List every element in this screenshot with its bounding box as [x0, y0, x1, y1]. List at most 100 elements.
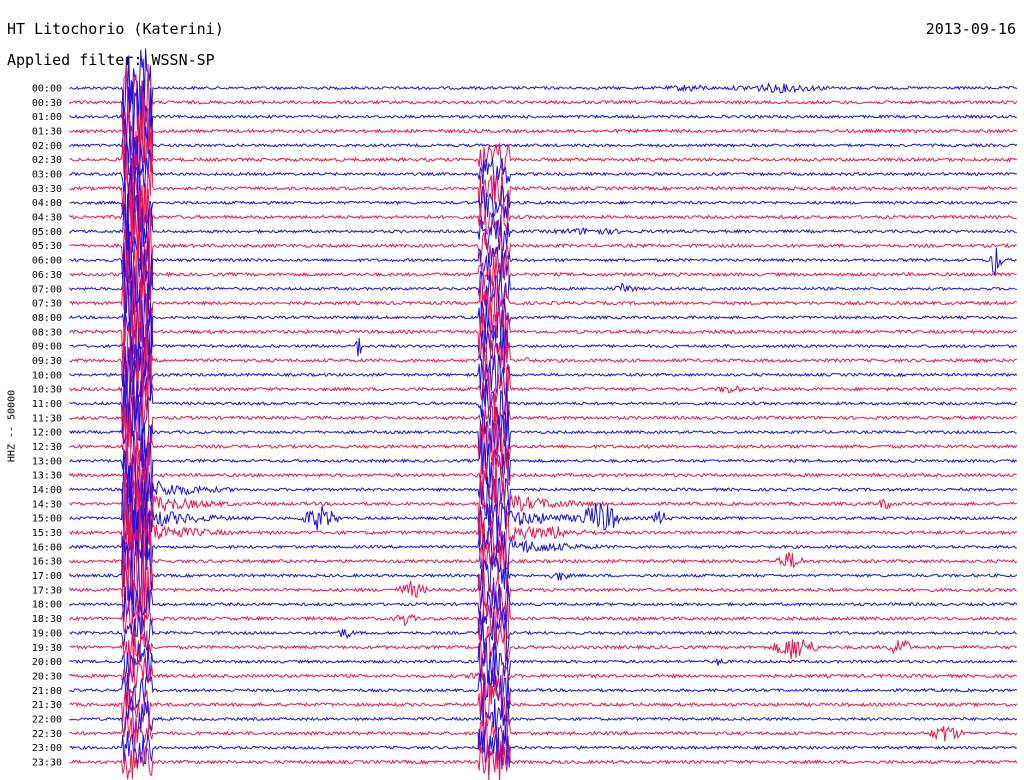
- trace-line: [69, 611, 1017, 655]
- time-tick-label: 05:30: [32, 241, 62, 252]
- time-tick-label: 07:30: [32, 299, 62, 310]
- trace-line: [69, 206, 1017, 278]
- time-tick-label: 06:00: [32, 256, 62, 267]
- time-tick-label: 08:30: [32, 327, 62, 338]
- trace-line: [69, 366, 1018, 441]
- time-tick-label: 04:30: [32, 213, 62, 224]
- time-tick-label: 18:30: [32, 614, 62, 625]
- time-tick-label: 21:00: [32, 686, 62, 697]
- trace-line: [69, 727, 1018, 770]
- time-tick-label: 20:00: [32, 657, 62, 668]
- channel-label: HHZ -- 50000: [6, 389, 18, 463]
- trace-line: [69, 683, 1018, 727]
- time-tick-label: 12:00: [32, 428, 62, 439]
- trace-line: [69, 394, 1017, 472]
- time-tick-label: 00:00: [32, 84, 62, 95]
- time-tick-label: 16:00: [32, 542, 62, 553]
- trace-line: [69, 336, 1018, 401]
- trace-line: [69, 293, 1017, 372]
- trace-line: [69, 697, 1018, 741]
- time-tick-label: 15:00: [32, 514, 62, 525]
- time-tick-label: 15:30: [32, 528, 62, 539]
- trace-line: [69, 658, 1018, 699]
- time-tick-label: 13:00: [32, 456, 62, 467]
- trace-line: [69, 468, 1017, 544]
- filter-label: Applied filter: WSSN-SP: [7, 51, 215, 69]
- trace-line: [69, 234, 1017, 312]
- trace-line: [69, 553, 1017, 628]
- trace-line: [69, 508, 1017, 587]
- time-tick-label: 16:30: [32, 557, 62, 568]
- trace-line: [69, 263, 1017, 342]
- trace-line: [69, 279, 1018, 356]
- trace-line: [69, 91, 1018, 171]
- time-tick-label: 17:00: [32, 571, 62, 582]
- trace-line: [69, 134, 1017, 214]
- time-tick-label: 14:00: [32, 485, 62, 496]
- time-tick-label: 01:30: [32, 127, 62, 138]
- trace-line: [69, 600, 1018, 640]
- time-tick-label: 19:30: [32, 643, 62, 654]
- time-tick-label: 13:30: [32, 471, 62, 482]
- trace-line: [69, 182, 1017, 256]
- trace-line: [69, 449, 1018, 526]
- trace-line: [69, 582, 1018, 625]
- time-tick-label: 03:00: [32, 170, 62, 181]
- time-tick-label: 09:00: [32, 342, 62, 353]
- trace-line: [69, 320, 1017, 400]
- trace-line: [69, 223, 1017, 301]
- trace-line: [69, 494, 1018, 573]
- time-tick-label: 22:00: [32, 715, 62, 726]
- trace-line: [69, 151, 1018, 225]
- trace-line: [69, 740, 1018, 780]
- time-tick-label: 09:30: [32, 356, 62, 367]
- trace-line: [69, 625, 1018, 666]
- time-tick-label: 22:30: [32, 729, 62, 740]
- trace-line: [69, 250, 1018, 320]
- trace-line: [69, 424, 1018, 501]
- trace-line: [69, 48, 1018, 124]
- time-tick-label: 21:30: [32, 700, 62, 711]
- time-tick-label: 00:30: [32, 98, 62, 109]
- time-tick-label: 14:30: [32, 499, 62, 510]
- trace-line: [69, 521, 1018, 601]
- trace-line: [69, 642, 1017, 684]
- trace-line: [69, 669, 1018, 711]
- trace-layer: [69, 48, 1018, 780]
- trace-line: [69, 714, 1018, 755]
- time-tick-label: 06:30: [32, 270, 62, 281]
- time-tick-label: 11:30: [32, 413, 62, 424]
- trace-line: [69, 63, 1018, 139]
- trace-line: [69, 80, 1017, 155]
- station-title: HT Litochorio (Katerini): [7, 20, 224, 38]
- record-date: 2013-09-16: [925, 20, 1016, 38]
- time-axis: 00:00 00:30 01:00 01:30 02:00 02:30 03:00 03:30…: [32, 84, 62, 769]
- trace-line: [69, 165, 1018, 241]
- time-tick-label: 10:30: [32, 385, 62, 396]
- trace-line: [69, 407, 1018, 484]
- time-tick-label: 10:00: [32, 370, 62, 381]
- time-tick-label: 02:00: [32, 141, 62, 152]
- trace-line: [69, 311, 1018, 386]
- time-tick-label: 05:00: [32, 227, 62, 238]
- time-tick-label: 08:00: [32, 313, 62, 324]
- time-tick-label: 20:30: [32, 671, 62, 682]
- time-tick-label: 23:30: [32, 758, 62, 769]
- trace-line: [69, 351, 1017, 427]
- trace-line: [69, 538, 1018, 612]
- time-tick-label: 12:30: [32, 442, 62, 453]
- trace-line: [69, 120, 1018, 197]
- time-tick-label: 17:30: [32, 585, 62, 596]
- time-tick-label: 01:00: [32, 112, 62, 123]
- time-tick-label: 03:30: [32, 184, 62, 195]
- trace-line: [69, 108, 1018, 183]
- time-tick-label: 04:00: [32, 198, 62, 209]
- trace-line: [69, 381, 1018, 458]
- time-tick-label: 19:00: [32, 628, 62, 639]
- trace-line: [69, 193, 1017, 272]
- time-tick-label: 18:00: [32, 600, 62, 611]
- time-tick-label: 11:00: [32, 399, 62, 410]
- time-tick-label: 23:00: [32, 743, 62, 754]
- trace-line: [69, 435, 1017, 515]
